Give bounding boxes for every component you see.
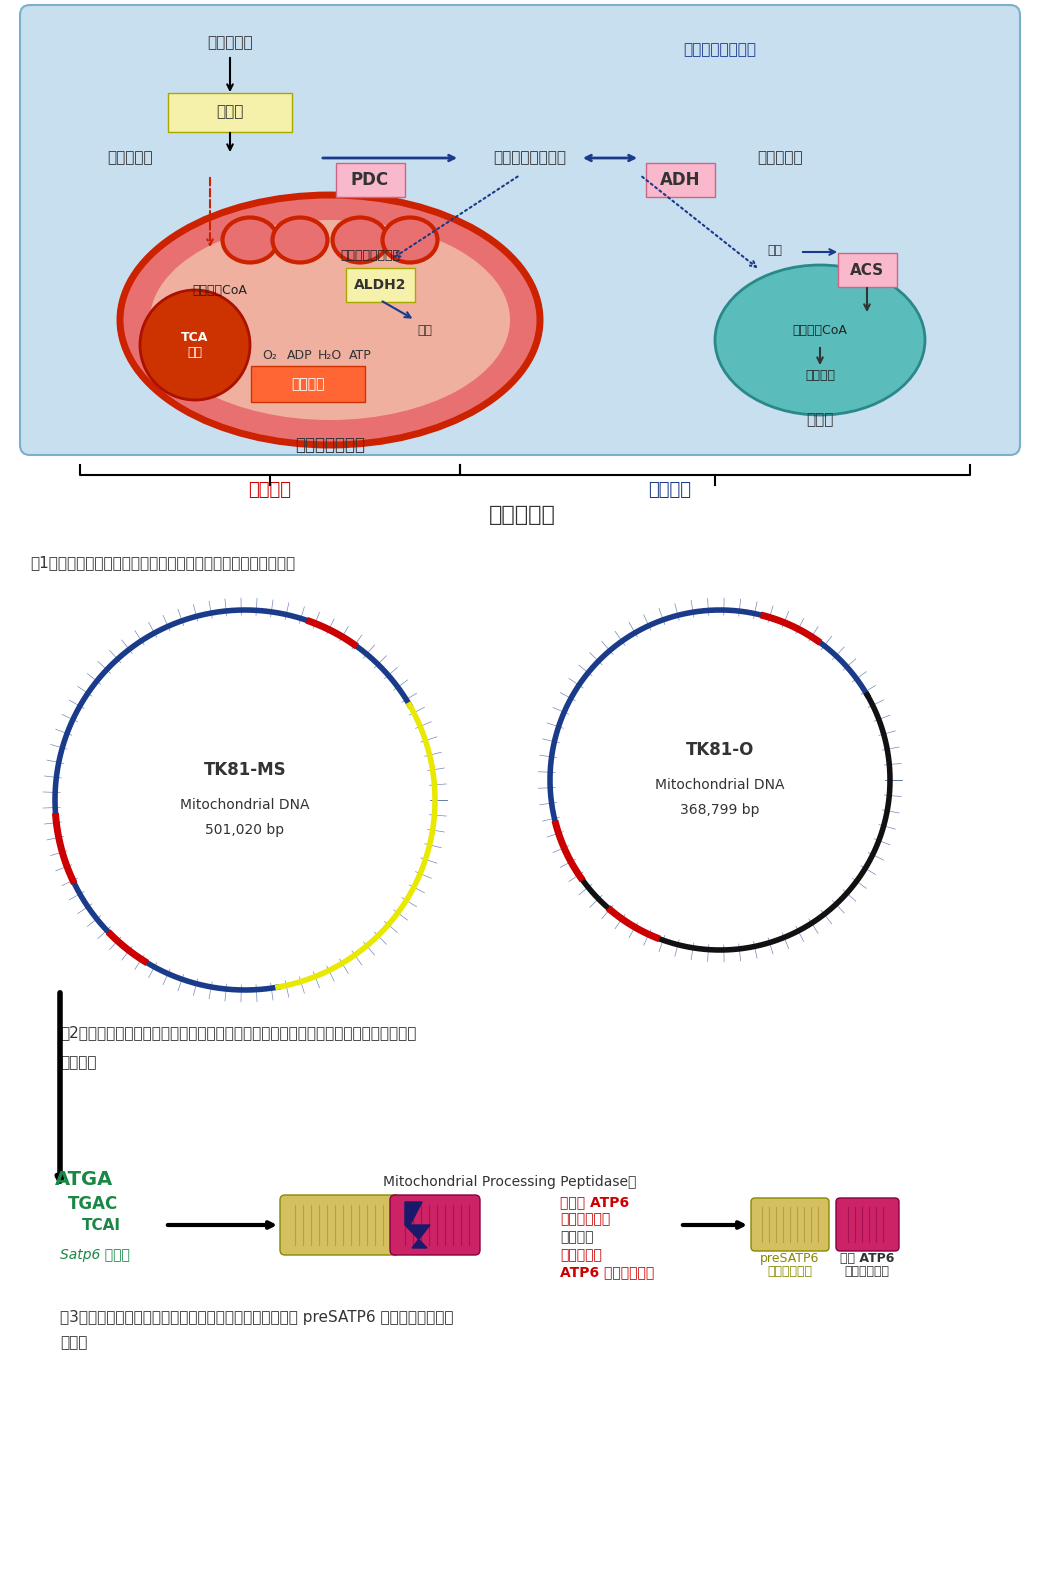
FancyBboxPatch shape (838, 252, 897, 287)
Text: エタノール: エタノール (758, 150, 803, 166)
FancyBboxPatch shape (20, 5, 1020, 454)
FancyBboxPatch shape (336, 163, 405, 197)
Text: 解糖系: 解糖系 (216, 104, 243, 120)
Text: アセトアルデヒド: アセトアルデヒド (340, 248, 400, 262)
Text: TK81-O: TK81-O (686, 742, 754, 759)
Ellipse shape (150, 219, 510, 420)
Text: 成熟 ATP6: 成熟 ATP6 (840, 1251, 895, 1266)
Text: 配列決定: 配列決定 (60, 1056, 96, 1070)
Ellipse shape (715, 265, 925, 415)
FancyBboxPatch shape (346, 268, 415, 301)
Polygon shape (405, 1202, 429, 1248)
Text: TGAC: TGAC (68, 1195, 118, 1213)
FancyBboxPatch shape (836, 1198, 899, 1251)
Text: 酢酸: 酢酸 (767, 243, 783, 257)
Text: 図2　テンサイ細胞質雄性不稔株（左）と正常株（右）のミトコンドリアゲノム全塩基: 図2 テンサイ細胞質雄性不稔株（左）と正常株（右）のミトコンドリアゲノム全塩基 (60, 1026, 416, 1040)
Ellipse shape (332, 218, 388, 262)
Text: O₂: O₂ (262, 349, 277, 361)
Text: 冠水状態: 冠水状態 (649, 481, 692, 499)
Text: ポリペプチド: ポリペプチド (844, 1266, 889, 1278)
Text: エタノール発酵系: エタノール発酵系 (683, 43, 757, 57)
FancyBboxPatch shape (168, 93, 292, 133)
FancyBboxPatch shape (751, 1198, 829, 1251)
Text: ADH: ADH (659, 170, 700, 189)
Ellipse shape (382, 218, 438, 262)
FancyBboxPatch shape (646, 163, 715, 197)
Text: グルコース: グルコース (207, 35, 253, 50)
Ellipse shape (120, 196, 540, 445)
Text: 酢酸: 酢酸 (418, 323, 433, 336)
Circle shape (140, 290, 250, 399)
Text: 現様式: 現様式 (60, 1335, 88, 1351)
Text: 色素体: 色素体 (807, 412, 834, 428)
Text: preSATP6: preSATP6 (761, 1251, 819, 1266)
Text: 501,020 bp: 501,020 bp (206, 824, 284, 836)
Text: Mitochondrial DNA: Mitochondrial DNA (655, 778, 785, 792)
Text: ADP: ADP (287, 349, 312, 361)
Text: 酸素呼吸: 酸素呼吸 (292, 377, 325, 391)
Text: もしくは: もしくは (560, 1229, 594, 1243)
Ellipse shape (273, 218, 327, 262)
Text: 脂肪酸？: 脂肪酸？ (805, 369, 835, 382)
Text: H₂O: H₂O (318, 349, 342, 361)
Text: ピルビン酸: ピルビン酸 (108, 150, 153, 166)
Text: ACS: ACS (850, 262, 884, 278)
Text: 368,799 bp: 368,799 bp (680, 803, 760, 817)
FancyBboxPatch shape (390, 1195, 480, 1255)
FancyBboxPatch shape (251, 366, 365, 402)
Text: ポリペプチド: ポリペプチド (767, 1266, 813, 1278)
FancyBboxPatch shape (280, 1195, 400, 1255)
Text: PDC: PDC (351, 170, 389, 189)
Text: アセチルCoA: アセチルCoA (792, 323, 847, 336)
Text: ATGA: ATGA (55, 1169, 113, 1188)
Text: TK81-MS: TK81-MS (204, 761, 286, 780)
Text: ATP: ATP (349, 349, 371, 361)
Text: 図3　テンサイ細胞質雄性不稔株性原因遺伝子となりうる preSATP6 ポリペプチドの発: 図3 テンサイ細胞質雄性不稔株性原因遺伝子となりうる preSATP6 ポリペプ… (60, 1310, 454, 1326)
Text: 図1　イネにおける冠水時および花粉合成期の呼吸関連代謝経路: 図1 イネにおける冠水時および花粉合成期の呼吸関連代謝経路 (30, 555, 295, 570)
Text: TCAI: TCAI (82, 1218, 121, 1232)
Text: ポリペプチド: ポリペプチド (560, 1212, 610, 1226)
Text: TCA
回路: TCA 回路 (182, 331, 209, 360)
Text: Mitochondrial DNA: Mitochondrial DNA (180, 798, 309, 813)
Ellipse shape (223, 218, 278, 262)
Text: Mitochondrial Processing Peptidase？: Mitochondrial Processing Peptidase？ (384, 1176, 636, 1188)
Text: 花粉合成期: 花粉合成期 (489, 505, 556, 525)
Text: Satp6 遺伝子: Satp6 遺伝子 (60, 1248, 130, 1262)
Text: アセチルCoA: アセチルCoA (192, 284, 248, 297)
Text: 翻訳途上の: 翻訳途上の (560, 1248, 602, 1262)
Text: アセトアルデヒド: アセトアルデヒド (493, 150, 566, 166)
Text: ALDH2: ALDH2 (354, 278, 407, 292)
Text: 前駆体 ATP6: 前駆体 ATP6 (560, 1195, 629, 1209)
Text: ミトコンドリア: ミトコンドリア (295, 436, 365, 454)
Text: 好気状態: 好気状態 (249, 481, 292, 499)
Text: ATP6 ポリペプチド: ATP6 ポリペプチド (560, 1266, 654, 1280)
